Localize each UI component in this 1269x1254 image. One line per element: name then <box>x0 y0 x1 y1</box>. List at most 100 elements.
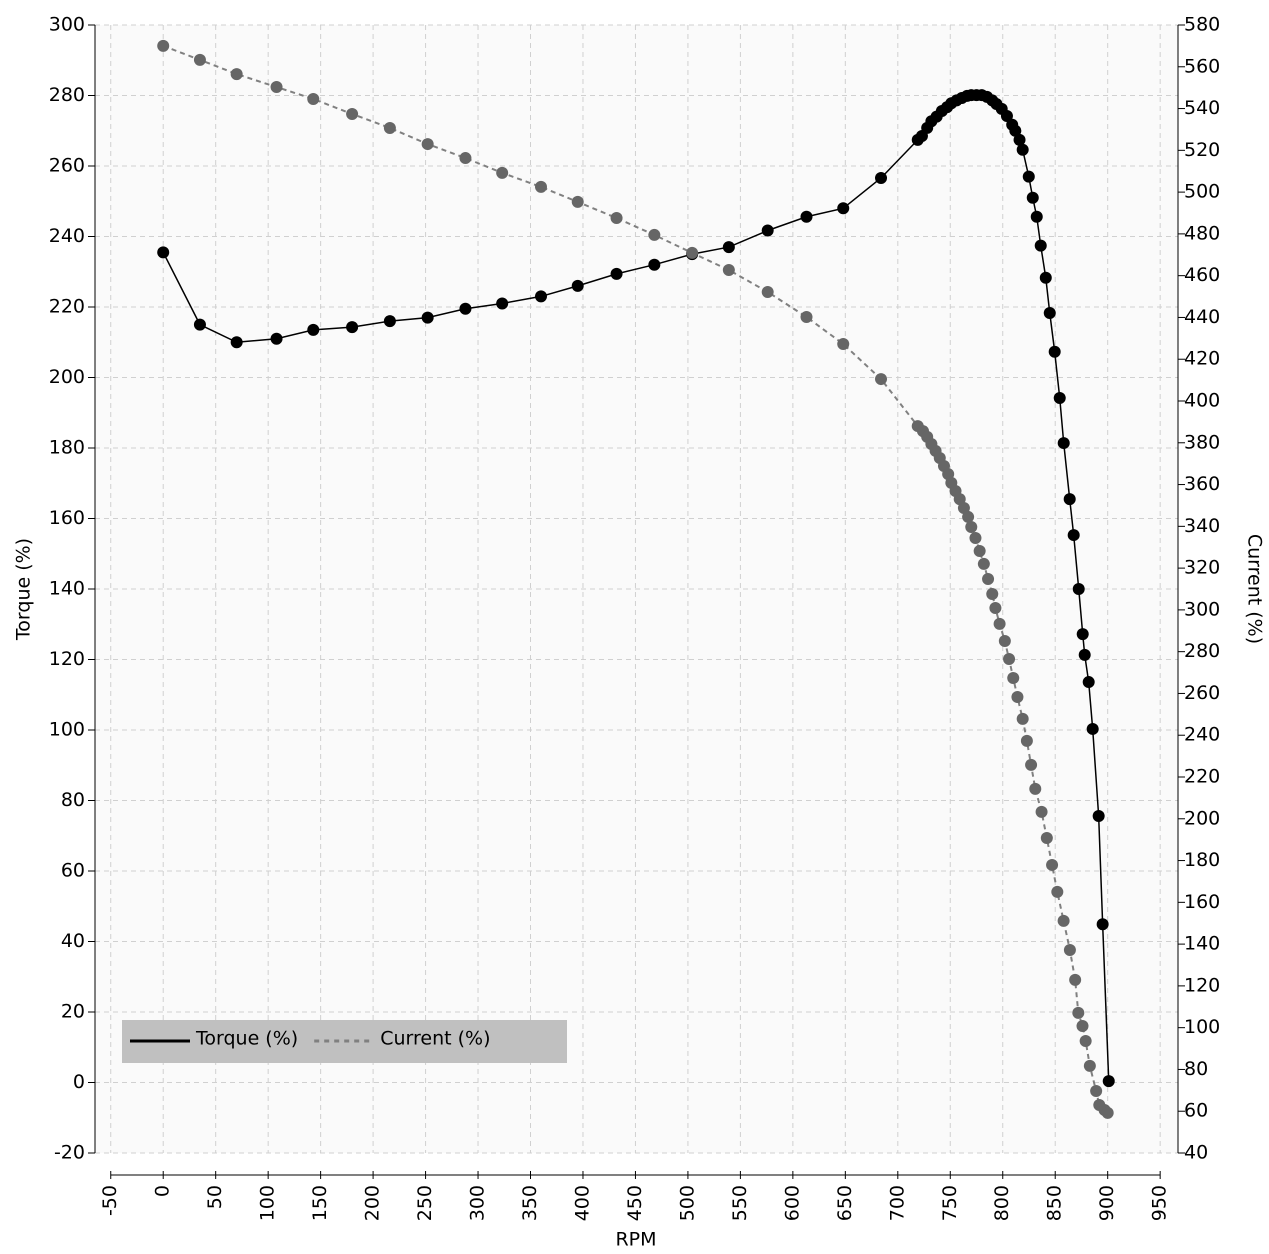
data-point <box>1067 529 1080 542</box>
data-point <box>1090 1084 1103 1097</box>
y2-tick-label: 560 <box>1184 55 1220 77</box>
data-point <box>535 290 548 303</box>
x-tick-label: 850 <box>1044 1185 1066 1221</box>
data-point <box>610 267 623 280</box>
x-tick-label: 550 <box>729 1185 751 1221</box>
x-tick-label: 250 <box>414 1185 436 1221</box>
y2-tick-label: 100 <box>1184 1016 1220 1038</box>
y-tick-label: 60 <box>61 860 85 882</box>
y2-tick-label: 280 <box>1184 640 1220 662</box>
data-point <box>1086 722 1099 735</box>
y2-tick-label: 80 <box>1184 1058 1208 1080</box>
y2-tick-label: 240 <box>1184 724 1220 746</box>
data-point <box>761 285 774 298</box>
data-point <box>648 228 661 241</box>
y2-tick-label: 120 <box>1184 974 1220 996</box>
data-point <box>986 588 999 601</box>
x-tick-label: 150 <box>309 1185 331 1221</box>
y2-tick-label: 400 <box>1184 390 1220 412</box>
data-point <box>571 279 584 292</box>
data-point <box>383 121 396 134</box>
y-tick-label: 200 <box>49 366 85 388</box>
y-tick-label: 40 <box>61 930 85 952</box>
data-point <box>1007 671 1020 684</box>
data-point <box>346 321 359 334</box>
y-tick-label: 260 <box>49 155 85 177</box>
y2-tick-label: 480 <box>1184 222 1220 244</box>
y-tick-label: 120 <box>49 648 85 670</box>
y-tick-label: 100 <box>49 719 85 741</box>
y-tick-label: 80 <box>61 789 85 811</box>
data-point <box>193 53 206 66</box>
y-tick-label: 220 <box>49 296 85 318</box>
data-point <box>648 258 661 271</box>
data-point <box>1035 805 1048 818</box>
data-point <box>1101 1106 1114 1119</box>
y2-tick-label: 160 <box>1184 891 1220 913</box>
y-tick-label: -20 <box>54 1142 85 1164</box>
data-point <box>962 510 975 523</box>
x-tick-label: 200 <box>362 1185 384 1221</box>
y2-tick-label: 580 <box>1184 14 1220 36</box>
y-axis-label: Torque (%) <box>13 538 35 641</box>
data-point <box>230 336 243 349</box>
x-tick-label: 0 <box>152 1185 174 1197</box>
x-tick-label: -50 <box>99 1185 121 1216</box>
data-point <box>459 302 472 315</box>
data-point <box>270 332 283 345</box>
data-point <box>1000 109 1013 122</box>
data-point <box>875 373 888 386</box>
x-tick-label: 400 <box>571 1185 593 1221</box>
data-point <box>230 68 243 81</box>
y2-tick-label: 380 <box>1184 431 1220 453</box>
data-point <box>977 557 990 570</box>
data-point <box>1053 391 1066 404</box>
y-tick-label: 20 <box>61 1001 85 1023</box>
x-tick-label: 100 <box>257 1185 279 1221</box>
data-point <box>1040 831 1053 844</box>
data-point <box>496 297 509 310</box>
data-point <box>1039 271 1052 284</box>
data-point <box>421 138 434 151</box>
x-tick-label: 800 <box>991 1185 1013 1221</box>
data-point <box>1016 143 1029 156</box>
data-point <box>875 171 888 184</box>
data-point <box>1092 810 1105 823</box>
data-point <box>307 92 320 105</box>
y-tick-label: 0 <box>73 1071 85 1093</box>
legend-label: Current (%) <box>380 1028 490 1050</box>
data-point <box>270 81 283 94</box>
data-point <box>346 107 359 120</box>
y2-tick-label: 180 <box>1184 849 1220 871</box>
data-point <box>722 264 735 277</box>
data-point <box>761 224 774 237</box>
data-point <box>1096 918 1109 931</box>
data-point <box>459 152 472 165</box>
legend-label: Torque (%) <box>195 1028 298 1050</box>
data-point <box>1078 648 1091 661</box>
data-point <box>686 246 699 259</box>
data-point <box>998 635 1011 648</box>
data-point <box>1076 1019 1089 1032</box>
y2-tick-label: 260 <box>1184 682 1220 704</box>
data-point <box>1051 885 1064 898</box>
x-tick-label: 500 <box>676 1185 698 1221</box>
data-point <box>157 246 170 259</box>
y2-tick-label: 60 <box>1184 1100 1208 1122</box>
x-tick-label: 900 <box>1096 1185 1118 1221</box>
y2-tick-label: 520 <box>1184 139 1220 161</box>
data-point <box>571 195 584 208</box>
y2-axis-label: Current (%) <box>1244 534 1266 644</box>
y2-tick-label: 300 <box>1184 598 1220 620</box>
data-point <box>1009 124 1022 137</box>
data-point <box>496 166 509 179</box>
x-tick-label: 750 <box>939 1185 961 1221</box>
y2-tick-label: 540 <box>1184 97 1220 119</box>
data-point <box>193 318 206 331</box>
data-point <box>1072 1006 1085 1019</box>
y2-tick-label: 140 <box>1184 933 1220 955</box>
y-tick-label: 140 <box>49 578 85 600</box>
data-point <box>1069 973 1082 986</box>
data-point <box>1072 583 1085 595</box>
